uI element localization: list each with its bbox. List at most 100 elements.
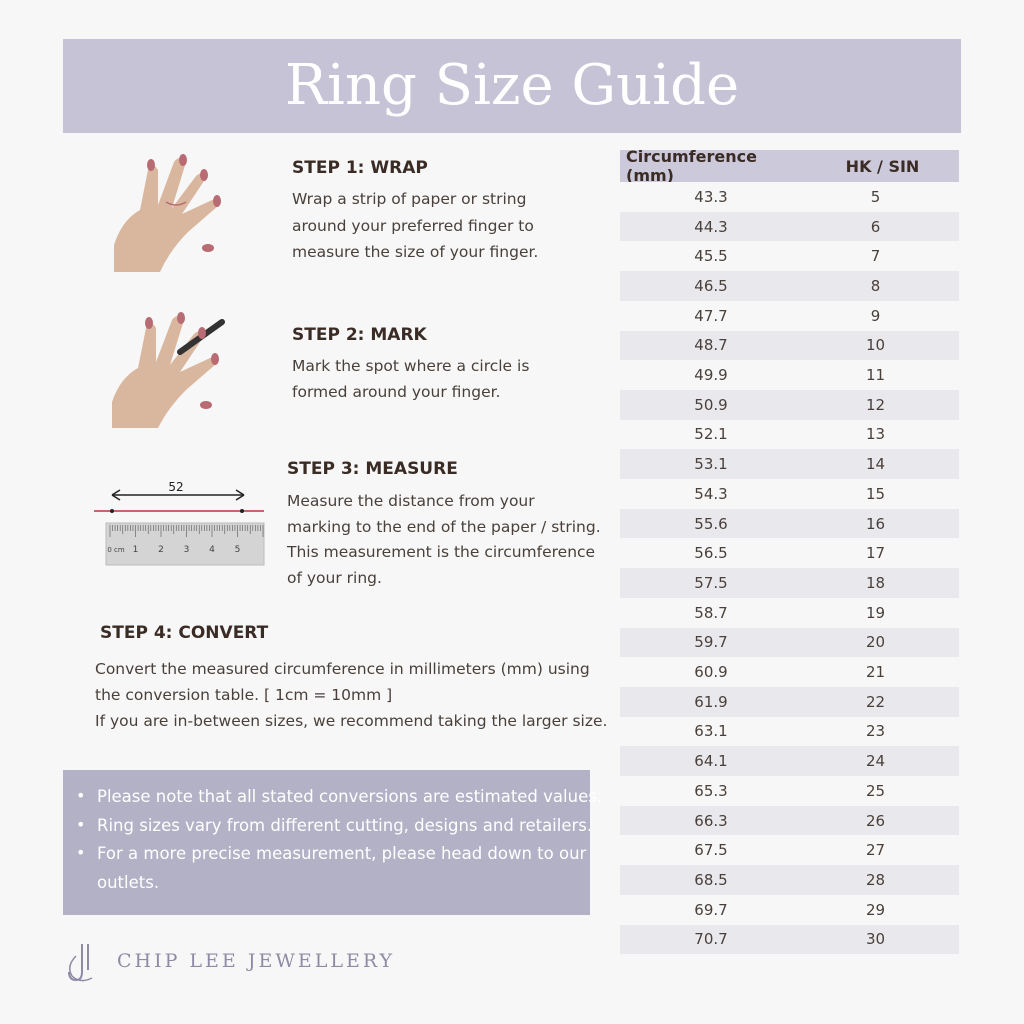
table-row: 68.5 28 [620, 865, 959, 895]
table-cell: 8 [870, 276, 881, 295]
table-cell: 52.1 [694, 425, 728, 444]
table-row: 59.7 20 [620, 627, 959, 658]
table-cell: 70.7 [694, 930, 728, 949]
ruler-label: 4 [209, 545, 215, 555]
table-row: 53.1 14 [620, 449, 959, 479]
ruler-label: 3 [184, 545, 190, 555]
table-cell: 57.5 [694, 573, 728, 592]
bullet: • [76, 786, 86, 805]
table-cell: 19 [865, 603, 886, 622]
table-cell: 26 [865, 811, 886, 830]
table-cell: 63.1 [694, 722, 728, 741]
table-cell: 6 [870, 217, 881, 236]
table-row: 67.5 27 [620, 835, 959, 866]
table-row: 47.7 9 [620, 300, 959, 331]
step-text: Measure the distance from your [287, 492, 535, 510]
ruler-label: 5 [235, 545, 241, 555]
table-row: 64.1 24 [620, 746, 959, 776]
table-row: 50.9 12 [620, 389, 959, 420]
title: Ring Size Guide [284, 53, 740, 118]
step-text: around your preferred finger to [292, 216, 534, 235]
table-cell: 29 [865, 900, 886, 919]
table-row: 69.7 29 [620, 894, 959, 925]
table-cell: 66.3 [694, 811, 728, 830]
step-text: Wrap a strip of paper or string [292, 190, 527, 208]
table-cell: 25 [865, 781, 886, 800]
table-cell: 50.9 [694, 395, 728, 414]
table-cell: 23 [865, 722, 886, 741]
table-cell: 28 [865, 870, 886, 889]
table-cell: 65.3 [694, 781, 728, 800]
step-text: formed around your finger. [292, 383, 501, 401]
table-cell: 16 [865, 514, 886, 533]
table-cell: 27 [865, 841, 886, 860]
table-row: 63.1 23 [620, 716, 959, 747]
step-title: STEP 4: CONVERT [100, 623, 269, 643]
ruler-ticks: 0 cm 1 2 3 4 5 [107, 525, 264, 555]
step-title: STEP 3: MEASURE [287, 459, 458, 479]
table-row: 54.3 15 [620, 479, 959, 509]
table-cell: 58.7 [694, 603, 728, 622]
table-header: Circumference (mm) HK / SIN [620, 147, 959, 185]
table-row: 70.7 30 [620, 924, 959, 955]
step-text: Mark the spot where a circle is [292, 357, 530, 375]
header-band: Ring Size Guide [63, 39, 961, 133]
table-cell: 68.5 [694, 870, 728, 889]
step-text: If you are in-between sizes, we recommen… [95, 712, 608, 730]
bullet: • [76, 814, 86, 834]
table-cell: 56.5 [694, 544, 728, 563]
table-row: 43.3 5 [620, 182, 959, 212]
table-cell: 45.5 [694, 247, 728, 266]
step-text: marking to the end of the paper / string… [287, 517, 601, 536]
header-cell: Circumference (mm) [626, 147, 757, 185]
table-cell: 13 [865, 425, 886, 444]
step-text: the conversion table. [ 1cm = 10mm ] [95, 686, 393, 704]
ruler-label: 0 cm [107, 546, 125, 554]
table-row: 66.3 26 [620, 805, 959, 836]
table-cell: 12 [865, 395, 886, 414]
table-cell: 22 [865, 692, 886, 711]
table-row: 58.7 19 [620, 597, 959, 628]
brand-logo [68, 944, 93, 982]
bullet: • [76, 843, 86, 863]
table-cell: 48.7 [694, 336, 728, 355]
table-cell: 10 [865, 336, 886, 355]
table-row: 60.9 21 [620, 657, 959, 687]
table-row: 46.5 8 [620, 271, 959, 301]
ruler-illustration: 52 0 cm 1 2 3 4 5 [94, 480, 265, 566]
note-text: outlets. [97, 873, 160, 893]
step-text: measure the size of your finger. [292, 243, 539, 261]
table-row: 44.3 6 [620, 211, 959, 242]
step-text: This measurement is the circumference [287, 543, 596, 562]
table-row: 45.5 7 [620, 241, 959, 272]
table-row: 55.6 16 [620, 508, 959, 539]
table-cell: 47.7 [694, 306, 728, 325]
table-cell: 46.5 [694, 276, 728, 295]
hand-wrap-illustration [114, 154, 221, 272]
table-row: 56.5 17 [620, 538, 959, 569]
note-text: Please note that all stated conversions … [97, 787, 603, 806]
table-cell: 18 [865, 573, 886, 592]
table-cell: 7 [870, 247, 881, 266]
table-row: 49.9 11 [620, 360, 959, 390]
table-cell: 20 [865, 633, 886, 652]
step-text: Convert the measured circumference in mi… [95, 660, 590, 678]
table-cell: 43.3 [694, 187, 728, 206]
table-cell: 21 [865, 663, 886, 682]
table-row: 48.7 10 [620, 330, 959, 361]
ruler-label: 1 [133, 545, 139, 555]
table-cell: 17 [865, 544, 886, 563]
measure-label: 52 [168, 480, 183, 494]
brand-name: CHIP LEE JEWELLERY [117, 950, 396, 972]
table-cell: 15 [865, 484, 886, 503]
table-cell: 64.1 [694, 752, 728, 771]
note-text: For a more precise measurement, please h… [97, 844, 587, 864]
table-cell: 59.7 [694, 633, 728, 652]
table-cell: 24 [865, 752, 886, 771]
table-cell: 9 [870, 306, 881, 325]
table-cell: 60.9 [694, 663, 728, 682]
ruler-label: 2 [158, 545, 164, 555]
note-text: Ring sizes vary from different cutting, … [97, 815, 593, 835]
table-row: 61.9 22 [620, 686, 959, 717]
